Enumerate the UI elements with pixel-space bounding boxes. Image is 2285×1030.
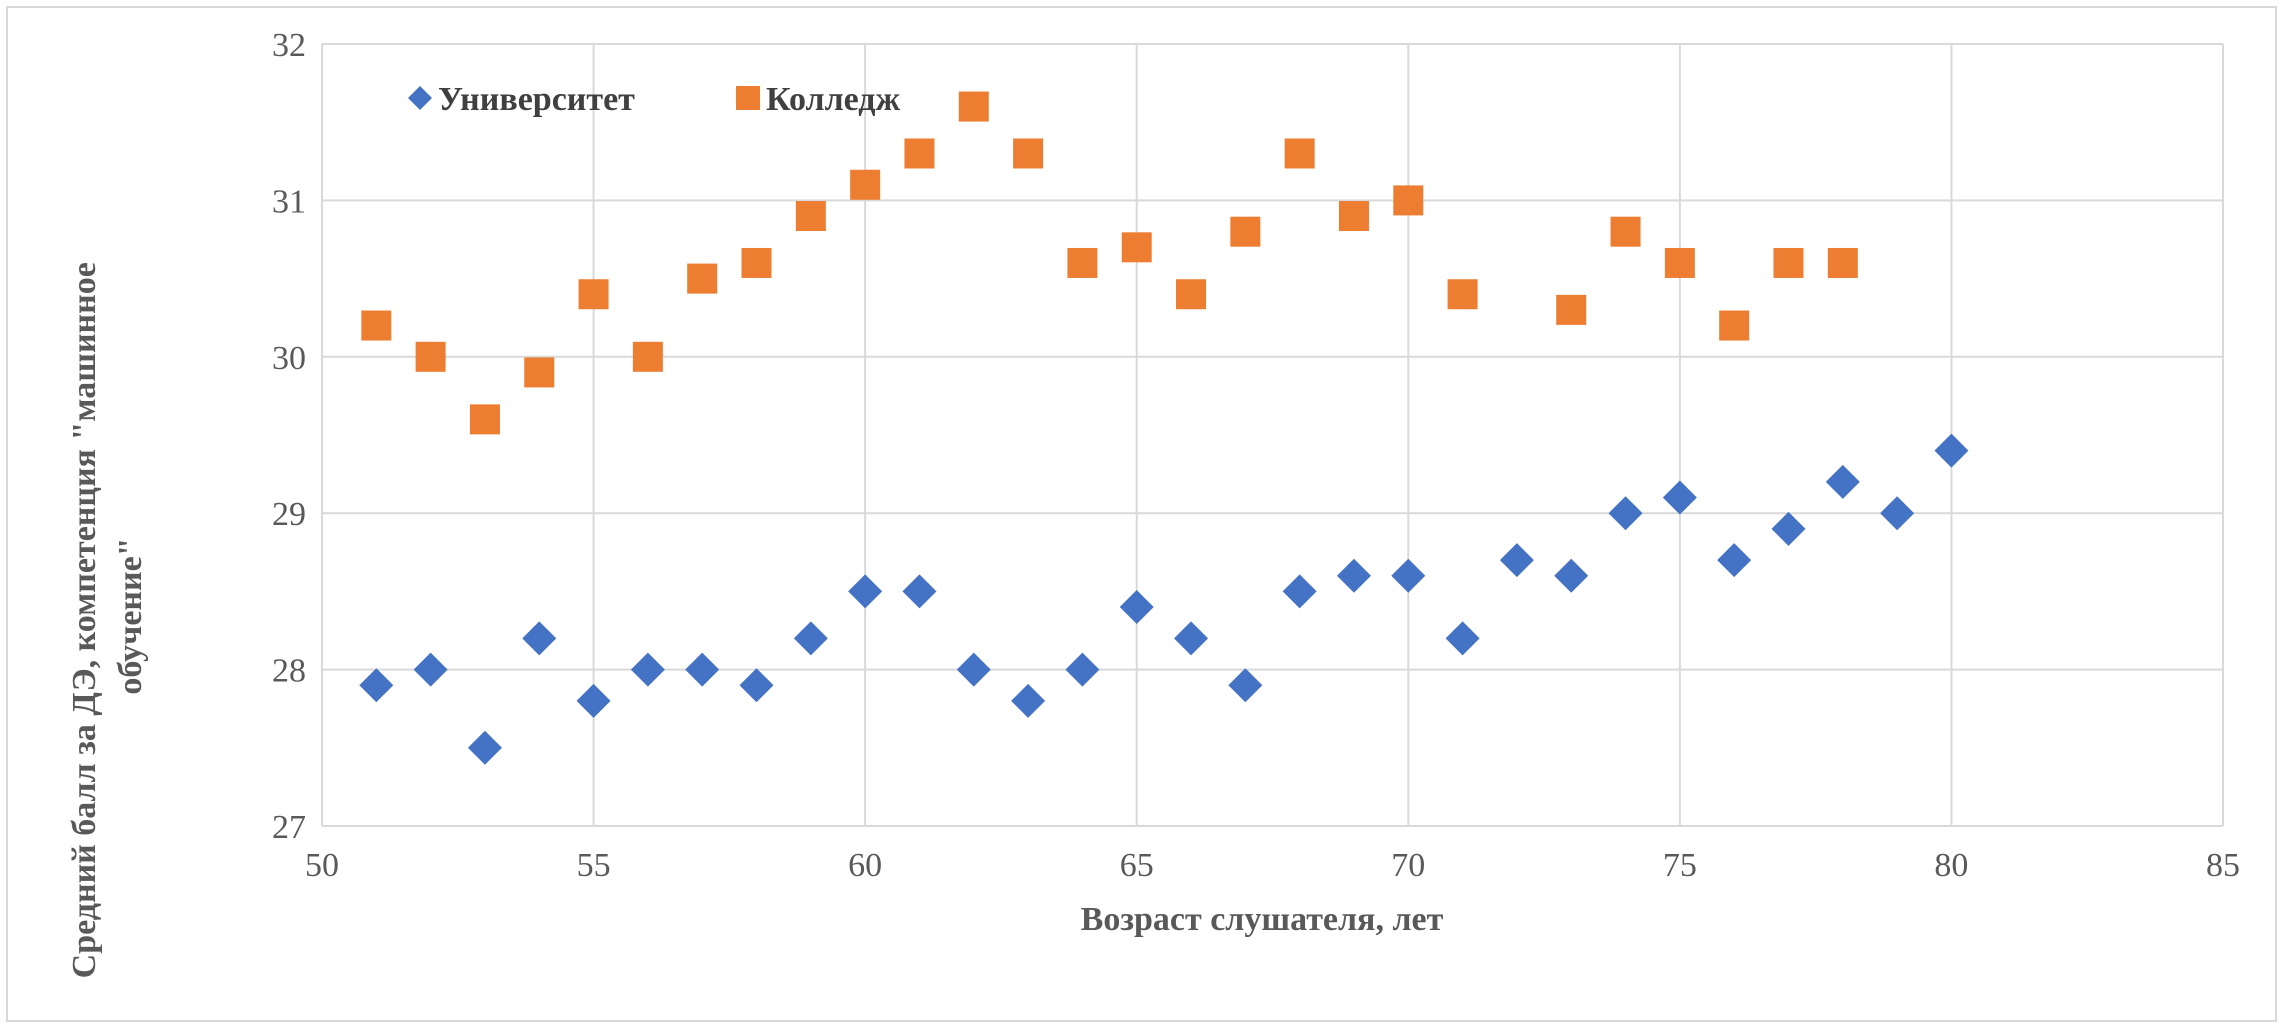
square-point (1230, 216, 1261, 247)
diamond-point (1771, 511, 1806, 546)
y-axis-title: Средний балл за ДЭ, компетенция "машинно… (66, 254, 149, 979)
square-point (850, 169, 881, 200)
diamond-point (1445, 621, 1480, 656)
square-point (469, 404, 500, 435)
square-point (632, 341, 663, 372)
square-point (415, 341, 446, 372)
x-tick-label: 55 (577, 847, 611, 884)
diamond-point (1608, 496, 1643, 531)
diamond-point (1554, 558, 1589, 593)
diamond-point (1662, 480, 1697, 515)
square-point (904, 138, 935, 169)
square-point (687, 263, 718, 294)
y-tick-label: 32 (272, 27, 306, 64)
square-point (1610, 216, 1641, 247)
diamond-point (739, 668, 774, 703)
diamond-point (1282, 574, 1317, 609)
square-point (1773, 247, 1804, 278)
square-point (1827, 247, 1858, 278)
diamond-point (467, 730, 502, 765)
series-2 (361, 91, 1858, 435)
square-point (958, 91, 989, 122)
square-point (361, 310, 392, 341)
x-axis-ticks: 50 55 60 65 70 75 80 85 (305, 847, 2240, 884)
diamond-point (1065, 652, 1100, 687)
square-point (741, 247, 772, 278)
legend-label: Университет (438, 81, 635, 118)
y-axis-title-line-1: Средний балл за ДЭ, компетенция "машинно… (66, 262, 103, 978)
x-axis-title: Возраст слушателя, лет (1081, 901, 1444, 938)
diamond-point (1825, 464, 1860, 499)
diamond-point (685, 652, 720, 687)
square-point (1393, 185, 1424, 216)
square-point (795, 201, 826, 232)
data-points (359, 91, 1969, 765)
diamond-point (1011, 683, 1046, 718)
x-tick-label: 85 (2206, 847, 2240, 884)
square-point (578, 279, 609, 310)
y-axis-title-line-2: обучение" (112, 537, 149, 694)
diamond-point (1174, 621, 1209, 656)
square-point (1013, 138, 1044, 169)
x-tick-label: 60 (848, 847, 882, 884)
square-point (1176, 279, 1207, 310)
diamond-point (1717, 543, 1752, 578)
y-tick-label: 30 (272, 340, 306, 377)
y-tick-label: 28 (272, 653, 306, 690)
diamond-point (522, 621, 557, 656)
diamond-point (793, 621, 828, 656)
x-tick-label: 80 (1934, 847, 1968, 884)
square-point (1067, 247, 1098, 278)
square-point (524, 357, 555, 388)
diamond-point (413, 652, 448, 687)
x-tick-label: 70 (1391, 847, 1425, 884)
x-tick-label: 50 (305, 847, 339, 884)
legend-label: Колледж (766, 81, 901, 118)
legend: Университет Колледж (408, 81, 901, 118)
grid-lines (321, 43, 2224, 827)
diamond-point (1391, 558, 1426, 593)
diamond-point (1336, 558, 1371, 593)
y-tick-label: 29 (272, 496, 306, 533)
square-point (1338, 201, 1369, 232)
diamond-point (902, 574, 937, 609)
square-point (1447, 279, 1478, 310)
square-point (1556, 294, 1587, 325)
legend-square-marker (736, 86, 760, 110)
diamond-point (1934, 433, 1969, 468)
square-point (1664, 247, 1695, 278)
x-tick-label: 65 (1120, 847, 1154, 884)
square-point (1121, 232, 1152, 263)
diamond-point (1499, 543, 1534, 578)
y-axis-ticks: 27 28 29 30 31 32 (272, 27, 306, 846)
diamond-point (359, 668, 394, 703)
diamond-point (1880, 496, 1915, 531)
legend-diamond-marker (408, 86, 432, 110)
x-tick-label: 75 (1663, 847, 1697, 884)
y-tick-label: 27 (272, 809, 306, 846)
diamond-point (1228, 668, 1263, 703)
square-point (1719, 310, 1750, 341)
diamond-point (1119, 590, 1154, 625)
diamond-point (956, 652, 991, 687)
diamond-point (630, 652, 665, 687)
diamond-point (848, 574, 883, 609)
y-tick-label: 31 (272, 183, 306, 220)
square-point (1284, 138, 1315, 169)
diamond-point (576, 683, 611, 718)
series-1 (359, 433, 1969, 765)
